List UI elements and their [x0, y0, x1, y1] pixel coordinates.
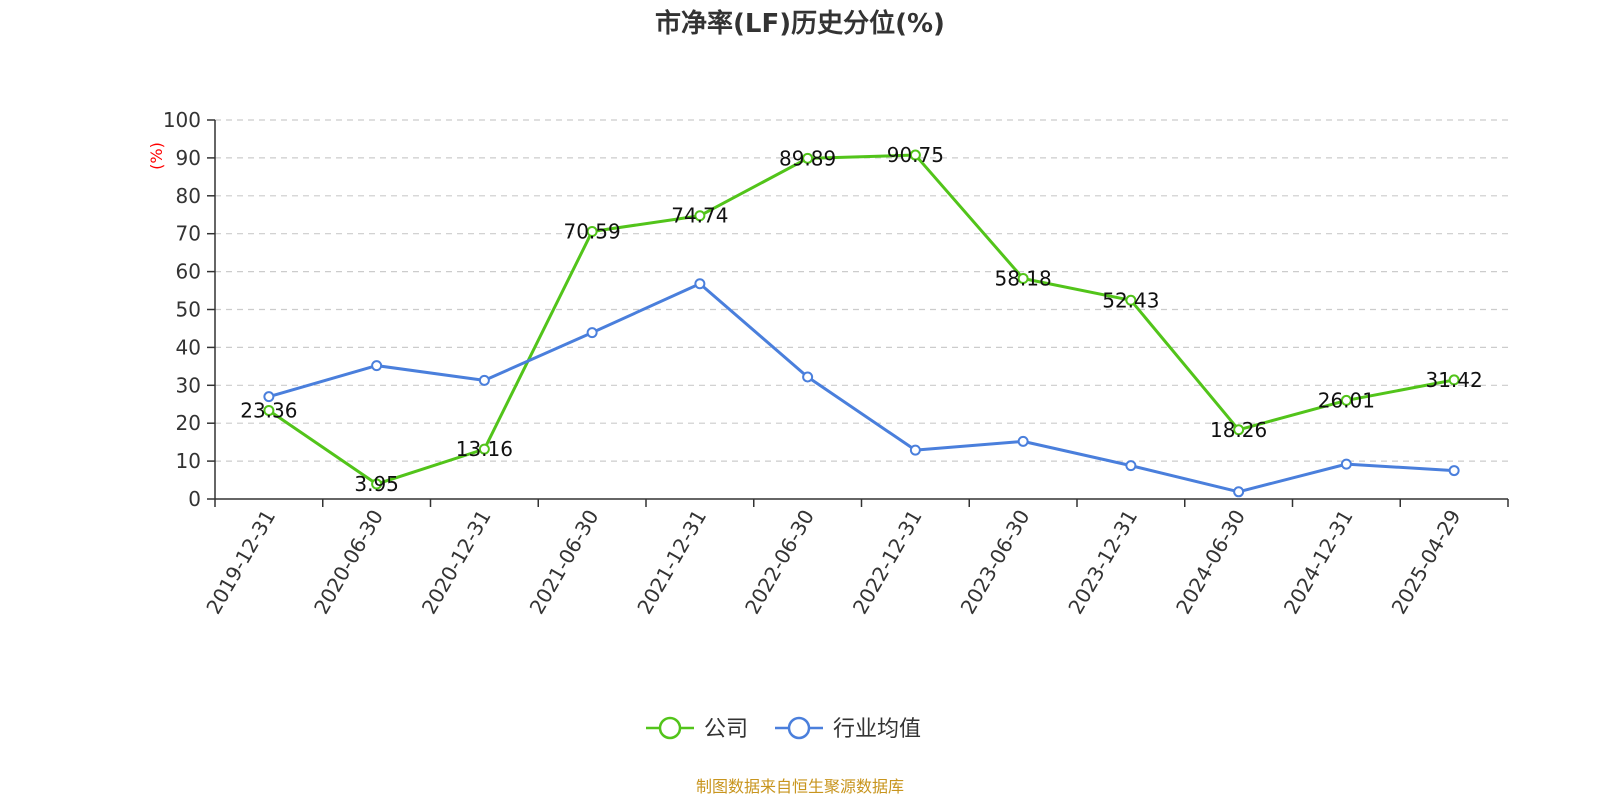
data-point	[694, 278, 706, 290]
x-tick-label: 2024-06-30	[1171, 506, 1250, 619]
legend[interactable]: 公司 行业均值	[646, 716, 921, 742]
data-point	[909, 444, 921, 456]
data-label: 52.43	[1102, 288, 1159, 312]
data-point	[478, 374, 490, 386]
y-tick-label: 90	[176, 146, 201, 170]
data-point	[263, 391, 275, 403]
data-point	[694, 210, 706, 222]
data-label: 31.42	[1425, 368, 1482, 392]
legend-marker	[787, 716, 811, 740]
data-point	[802, 152, 814, 164]
data-point	[909, 149, 921, 161]
x-tick-label: 2021-06-30	[525, 506, 604, 619]
x-tick-label: 2024-12-31	[1279, 506, 1358, 619]
legend-item-industry-average[interactable]: 行业均值	[775, 716, 921, 742]
legend-label: 行业均值	[833, 717, 921, 742]
data-point	[263, 404, 275, 416]
y-tick-label: 40	[176, 335, 201, 359]
legend-item-company[interactable]: 公司	[646, 716, 748, 742]
series-line-company	[268, 153, 1455, 486]
data-label: 3.95	[354, 472, 399, 496]
data-label: 74.74	[671, 204, 728, 228]
data-labels: 23.36 3.95 13.16 70.59 74.74 89.89 90.75 58.18 5…	[240, 143, 1483, 496]
data-point	[586, 327, 598, 339]
y-tick-label: 100	[163, 108, 201, 132]
y-tick-label: 80	[176, 184, 201, 208]
data-label: 58.18	[994, 266, 1051, 290]
series	[263, 149, 1460, 498]
x-tick-label: 2020-06-30	[309, 506, 388, 619]
x-tick-label: 2021-12-31	[632, 506, 711, 619]
legend-label: 公司	[704, 717, 748, 742]
x-tick-label: 2020-12-31	[417, 506, 496, 619]
data-point	[1017, 435, 1029, 447]
data-point	[586, 225, 598, 237]
data-label: 26.01	[1318, 388, 1375, 412]
series-line-industry-average	[268, 282, 1455, 494]
x-tick-label: 2022-12-31	[848, 506, 927, 619]
y-tick-label: 10	[176, 449, 201, 473]
data-label: 89.89	[779, 146, 836, 170]
x-tick-label: 2019-12-31	[201, 506, 280, 619]
chart-title: 市净率(LF)历史分位(%)	[655, 8, 945, 39]
y-tick-label: 70	[176, 222, 201, 246]
data-label: 18.26	[1210, 418, 1267, 442]
y-tick-label: 30	[176, 373, 201, 397]
data-point	[1448, 465, 1460, 477]
data-source-note: 制图数据来自恒生聚源数据库	[696, 777, 904, 796]
data-point	[1340, 458, 1352, 470]
x-tick-label: 2023-06-30	[956, 506, 1035, 619]
data-point	[478, 443, 490, 455]
data-point	[1340, 394, 1352, 406]
x-tick-label: 2023-12-31	[1063, 506, 1142, 619]
y-tick-label: 0	[188, 487, 201, 511]
y-tick-label: 20	[176, 411, 201, 435]
data-point	[1448, 374, 1460, 386]
legend-marker	[658, 716, 682, 740]
x-tick-label: 2022-06-30	[740, 506, 819, 619]
x-tick-label: 2025-04-29	[1387, 506, 1466, 619]
data-point	[371, 478, 383, 490]
data-point	[1125, 294, 1137, 306]
data-point	[1017, 272, 1029, 284]
data-label: 70.59	[563, 219, 620, 243]
data-label: 13.16	[456, 437, 513, 461]
axes: 0 10 20 30 40 50 60 70 80 90 100 2019-12-31 2020-06-…	[163, 108, 1509, 619]
data-label: 90.75	[887, 143, 944, 167]
y-axis-unit-label: (%)	[147, 142, 166, 170]
y-tick-label: 50	[176, 298, 201, 322]
data-point	[802, 371, 814, 383]
data-label: 23.36	[240, 398, 297, 422]
y-tick-label: 60	[176, 260, 201, 284]
data-point	[1233, 486, 1245, 498]
data-point	[371, 360, 383, 372]
data-point	[1125, 460, 1137, 472]
data-point	[1233, 424, 1245, 436]
